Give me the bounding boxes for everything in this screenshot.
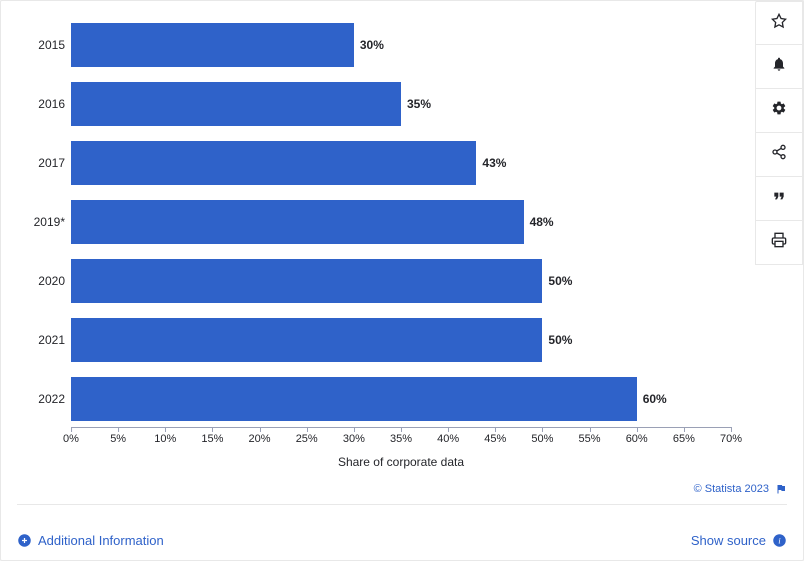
x-tick-label: 65% (673, 433, 695, 445)
bar[interactable]: 50% (71, 259, 542, 303)
bar[interactable]: 50% (71, 318, 542, 362)
notify-button[interactable] (755, 45, 803, 89)
x-tickmark (71, 427, 72, 432)
bar-row: 202050% (71, 259, 731, 303)
x-tick-label: 40% (437, 433, 459, 445)
x-tick-label: 15% (201, 433, 223, 445)
x-tickmark (354, 427, 355, 432)
bar-row: 202260% (71, 377, 731, 421)
x-ticks: 0%5%10%15%20%25%30%35%40%45%50%55%60%65%… (71, 433, 731, 453)
show-source-button[interactable]: Show source i (691, 533, 787, 548)
bar[interactable]: 48% (71, 200, 524, 244)
x-tick-label: 25% (296, 433, 318, 445)
quote-icon (771, 188, 787, 209)
x-tick-label: 0% (63, 433, 79, 445)
chart-area: 201530%201635%201743%2019*48%202050%2021… (19, 19, 739, 489)
x-tickmark (260, 427, 261, 432)
y-axis-label: 2019* (19, 215, 65, 229)
cite-button[interactable] (755, 177, 803, 221)
copyright: © Statista 2023 (694, 483, 787, 495)
x-tickmark (307, 427, 308, 432)
plus-circle-icon (17, 533, 32, 548)
bar-value-label: 43% (476, 156, 506, 170)
x-tick-label: 5% (110, 433, 126, 445)
additional-info-button[interactable]: Additional Information (17, 533, 164, 548)
x-tickmark (495, 427, 496, 432)
x-tickmark (448, 427, 449, 432)
x-tickmark (118, 427, 119, 432)
x-tickmark (401, 427, 402, 432)
y-axis-label: 2021 (19, 333, 65, 347)
x-tick-label: 45% (484, 433, 506, 445)
x-tickmark (542, 427, 543, 432)
bar-row: 201635% (71, 82, 731, 126)
bar-value-label: 50% (542, 274, 572, 288)
bar-value-label: 50% (542, 333, 572, 347)
additional-info-label: Additional Information (38, 533, 164, 548)
settings-button[interactable] (755, 89, 803, 133)
info-circle-icon: i (772, 533, 787, 548)
gear-icon (771, 100, 787, 121)
y-axis-label: 2020 (19, 274, 65, 288)
x-tickmark (731, 427, 732, 432)
bell-icon (771, 56, 787, 77)
x-tick-label: 70% (720, 433, 742, 445)
x-tick-label: 35% (390, 433, 412, 445)
bar-value-label: 48% (524, 215, 554, 229)
footer: © Statista 2023 Additional Information S… (17, 504, 787, 548)
x-tickmark (212, 427, 213, 432)
share-button[interactable] (755, 133, 803, 177)
x-tick-label: 50% (531, 433, 553, 445)
x-tickmark (165, 427, 166, 432)
favorite-button[interactable] (755, 1, 803, 45)
print-icon (771, 232, 787, 253)
x-tick-label: 55% (579, 433, 601, 445)
y-axis-label: 2016 (19, 97, 65, 111)
bar[interactable]: 30% (71, 23, 354, 67)
action-sidebar (755, 1, 803, 265)
show-source-label: Show source (691, 533, 766, 548)
star-icon (771, 13, 787, 34)
bar[interactable]: 35% (71, 82, 401, 126)
flag-icon[interactable] (775, 483, 787, 495)
x-tick-label: 20% (249, 433, 271, 445)
print-button[interactable] (755, 221, 803, 265)
bar-value-label: 60% (637, 392, 667, 406)
x-tick-label: 10% (154, 433, 176, 445)
chart-card: 201530%201635%201743%2019*48%202050%2021… (0, 0, 804, 561)
bar-row: 2019*48% (71, 200, 731, 244)
share-icon (771, 144, 787, 165)
plot-area: 201530% 201635% 201743% 2019*48% 202050% 2021… (71, 23, 731, 458)
bar[interactable]: 43% (71, 141, 476, 185)
x-tickmark (637, 427, 638, 432)
x-tickmark (590, 427, 591, 432)
x-tick-label: 60% (626, 433, 648, 445)
x-tick-label: 30% (343, 433, 365, 445)
bar-value-label: 30% (354, 38, 384, 52)
bar-row: 202150% (71, 318, 731, 362)
x-axis-label: Share of corporate data (338, 455, 464, 469)
bar-row: 201743% (71, 141, 731, 185)
bar-value-label: 35% (401, 97, 431, 111)
copyright-text: © Statista 2023 (694, 483, 769, 495)
bar-row: 201530% (71, 23, 731, 67)
x-tickmark (684, 427, 685, 432)
bar[interactable]: 60% (71, 377, 637, 421)
y-axis-label: 2017 (19, 156, 65, 170)
y-axis-label: 2022 (19, 392, 65, 406)
y-axis-label: 2015 (19, 38, 65, 52)
